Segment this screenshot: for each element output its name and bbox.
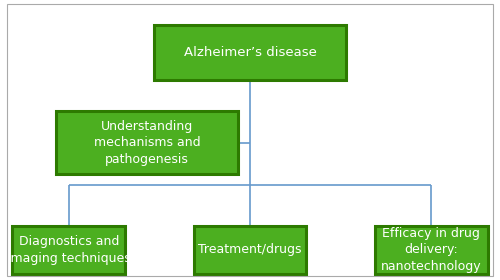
Text: Alzheimer’s disease: Alzheimer’s disease: [184, 46, 316, 59]
FancyBboxPatch shape: [375, 226, 488, 274]
FancyBboxPatch shape: [194, 226, 306, 274]
Text: Treatment/drugs: Treatment/drugs: [198, 243, 302, 256]
FancyBboxPatch shape: [56, 111, 238, 174]
Text: Diagnostics and
imaging techniques: Diagnostics and imaging techniques: [7, 235, 130, 265]
Text: Efficacy in drug
delivery:
nanotechnology: Efficacy in drug delivery: nanotechnolog…: [381, 227, 482, 273]
FancyBboxPatch shape: [154, 25, 346, 80]
Text: Understanding
mechanisms and
pathogenesis: Understanding mechanisms and pathogenesi…: [94, 120, 200, 166]
FancyBboxPatch shape: [12, 226, 125, 274]
